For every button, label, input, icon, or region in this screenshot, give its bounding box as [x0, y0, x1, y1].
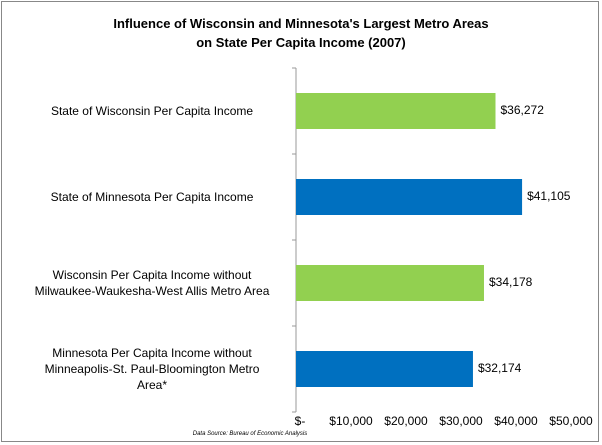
value-label: $36,272: [500, 103, 544, 117]
value-label: $41,105: [527, 189, 571, 203]
x-tick-label: $-: [295, 414, 306, 428]
y-tick-label: Wisconsin Per Capita Income without Milw…: [34, 268, 270, 298]
value-label: $34,178: [489, 275, 533, 289]
bar: [296, 93, 496, 129]
chart-title: Influence of Wisconsin and Minnesota's L…: [113, 16, 489, 50]
bar: [296, 179, 523, 215]
x-tick-label: $40,000: [494, 414, 538, 428]
x-tick-label: $50,000: [549, 414, 593, 428]
x-tick-label: $10,000: [329, 414, 373, 428]
bar: [296, 265, 484, 301]
source-note: Data Source: Bureau of Economic Analysis: [192, 431, 308, 437]
y-tick-label: Minnesota Per Capita Income without Minn…: [44, 346, 260, 392]
x-tick-label: $30,000: [439, 414, 483, 428]
value-label: $32,174: [478, 361, 522, 375]
y-tick-label: State of Wisconsin Per Capita Income: [50, 104, 254, 118]
y-tick-label: State of Minnesota Per Capita Income: [50, 190, 254, 204]
bar: [296, 351, 473, 387]
x-tick-label: $20,000: [384, 414, 428, 428]
